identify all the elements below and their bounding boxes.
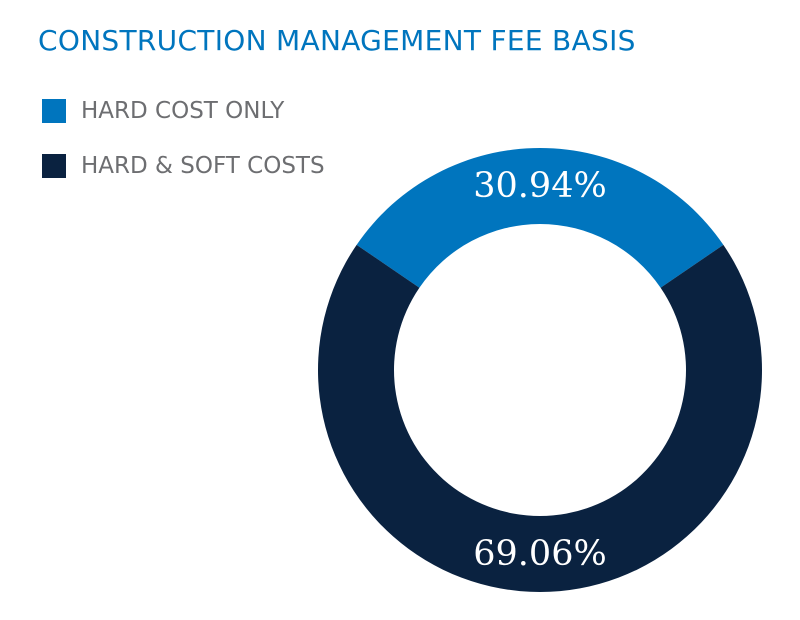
chart-title: CONSTRUCTION MANAGEMENT FEE BASIS — [38, 24, 636, 57]
legend-item-hard-cost-only: HARD COST ONLY — [42, 96, 325, 126]
donut-slice-hard-soft-costs — [318, 244, 762, 592]
donut-slice-hard-cost-only — [356, 148, 724, 288]
legend-label-hard-cost-only: HARD COST ONLY — [81, 98, 285, 124]
legend-item-hard-soft-costs: HARD & SOFT COSTS — [42, 151, 325, 181]
data-label-hard-soft-costs: 69.06% — [473, 534, 606, 574]
legend-label-hard-soft-costs: HARD & SOFT COSTS — [81, 153, 325, 179]
legend-swatch-hard-soft-costs — [42, 154, 66, 178]
data-label-hard-cost-only: 30.94% — [473, 166, 606, 206]
legend: HARD COST ONLY HARD & SOFT COSTS — [42, 96, 325, 206]
legend-swatch-hard-cost-only — [42, 99, 66, 123]
